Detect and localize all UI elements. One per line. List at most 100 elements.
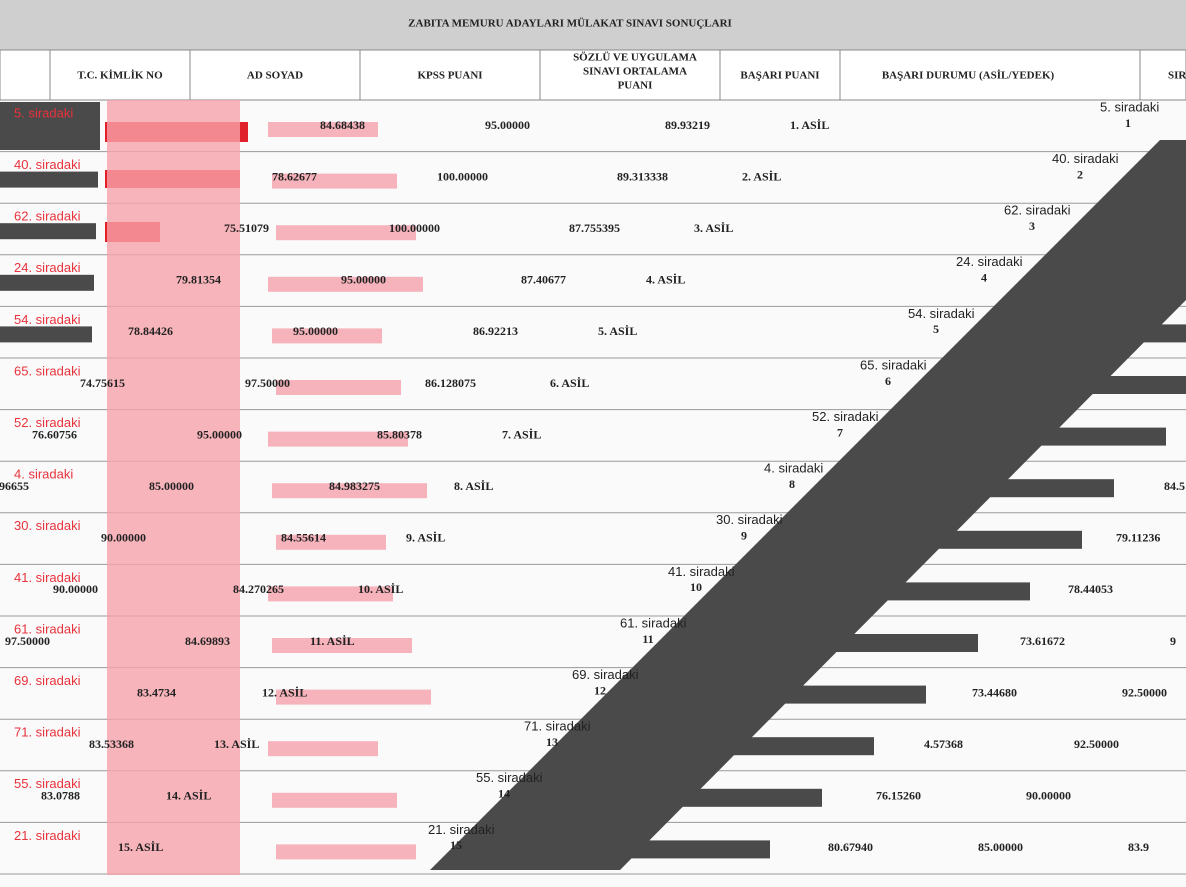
highlight	[276, 380, 401, 395]
redaction	[672, 788, 822, 807]
rank: 13	[546, 735, 558, 749]
header-cell: KPSS PUANI	[417, 70, 482, 82]
cell-status: 1. ASİL	[790, 118, 829, 132]
row-label: 52. siradaki	[14, 415, 81, 430]
row-label: 62. siradaki	[14, 209, 81, 224]
cell-score2: 100.00000	[389, 221, 440, 235]
header-cell: SIRA	[1168, 70, 1186, 82]
rank: 2	[1077, 167, 1083, 181]
cell-status: 5. ASİL	[598, 324, 637, 338]
row-label-copy: 41. siradaki	[668, 564, 735, 579]
pink-column	[107, 100, 240, 875]
row-label-copy: 61. siradaki	[620, 615, 687, 630]
row-label: 54. siradaki	[14, 312, 81, 327]
title-bar	[0, 0, 1186, 50]
cell-score2: 95.00000	[293, 324, 338, 338]
highlight	[276, 689, 431, 705]
redaction	[1036, 427, 1166, 446]
highlight	[276, 225, 416, 241]
cell-status: 4. ASİL	[646, 273, 685, 287]
cell-score3: 84.55614	[281, 531, 326, 545]
cell-score1: 74.96655	[0, 479, 29, 493]
redaction	[984, 479, 1114, 498]
row-label-copy: 69. siradaki	[572, 667, 639, 682]
row-label-copy: 24. siradaki	[956, 254, 1023, 269]
cell-score1: 74.75615	[80, 376, 125, 390]
highlight	[272, 483, 427, 499]
cell-score2: 97.50000	[5, 634, 50, 648]
cell-score2: 97.50000	[245, 376, 290, 390]
row-label-copy: 54. siradaki	[908, 306, 975, 321]
row-label-copy: 21. siradaki	[428, 822, 495, 837]
header-cell: SÖZLÜ VE UYGULAMA	[573, 51, 697, 64]
cell-score2: 90.00000	[53, 582, 98, 596]
rank: 3	[1029, 219, 1035, 233]
row-label: 24. siradaki	[14, 260, 81, 275]
header-cell: SINAVI ORTALAMA	[583, 66, 687, 78]
cell-score3: 85.80378	[377, 427, 422, 441]
cell-extra: 76.15260	[876, 789, 921, 803]
cell-score3: 83.4734	[137, 685, 176, 699]
row-label: 5. siradaki	[14, 105, 73, 120]
row-label: 4. siradaki	[14, 467, 73, 482]
cell-score3: 87.40677	[521, 273, 566, 287]
highlight	[272, 328, 382, 344]
cell-status: 7. ASİL	[502, 427, 541, 441]
cell-score3: 84.270265	[233, 582, 284, 596]
cell-status: 14. ASİL	[166, 789, 211, 803]
redaction	[430, 140, 1186, 870]
cell-extra: 73.44680	[972, 685, 1017, 699]
highlight	[268, 122, 378, 137]
row-label: 55. siradaki	[14, 776, 81, 791]
cell-score2: 85.00000	[149, 479, 194, 493]
cell-extra: 4.57368	[924, 737, 963, 751]
rank: 8	[789, 477, 795, 491]
cell-extra: 90.00000	[1026, 789, 1071, 803]
rank: 1	[1125, 116, 1131, 130]
cell-status: 12. ASİL	[262, 685, 307, 699]
row-label-copy: 71. siradaki	[524, 719, 591, 734]
row-label-copy: 62. siradaki	[1004, 203, 1071, 218]
highlight	[268, 276, 423, 292]
cell-status: 13. ASİL	[214, 737, 259, 751]
cell-status: 6. ASİL	[550, 376, 589, 390]
redaction	[620, 840, 770, 859]
redaction	[1088, 376, 1186, 394]
highlight	[268, 741, 378, 757]
cell-score3: 87.755395	[569, 221, 620, 235]
redaction	[0, 102, 100, 150]
highlight	[268, 431, 408, 447]
row-label: 40. siradaki	[14, 157, 81, 172]
row-label: 21. siradaki	[14, 828, 81, 843]
cell-score1: 78.84426	[128, 324, 173, 338]
cell-status: 3. ASİL	[694, 221, 733, 235]
cell-score3: 83.0788	[41, 789, 80, 803]
row-label-copy: 55. siradaki	[476, 770, 543, 785]
highlight	[272, 638, 412, 653]
header-cell: AD SOYAD	[247, 70, 303, 82]
redaction	[776, 685, 926, 704]
cell-score2: 95.00000	[197, 427, 242, 441]
highlight	[276, 844, 416, 860]
highlight	[276, 534, 386, 550]
cell-score1: 79.81354	[176, 273, 221, 287]
cell-status: 11. ASİL	[310, 634, 355, 648]
cell-score3: 86.92213	[473, 324, 518, 338]
header-cell: T.C. KİMLİK NO	[77, 70, 163, 82]
row-label: 71. siradaki	[14, 725, 81, 740]
redaction	[0, 171, 98, 188]
row-label: 41. siradaki	[14, 570, 81, 585]
cell-score2: 100.00000	[437, 169, 488, 183]
cell-score1: 84.68438	[320, 118, 365, 132]
cell-score2: 95.00000	[485, 118, 530, 132]
cell-score3: 84.983275	[329, 479, 380, 493]
row-label-copy: 30. siradaki	[716, 512, 783, 527]
cell-extra: 9	[1170, 634, 1176, 648]
cell-score2: 95.00000	[341, 273, 386, 287]
redaction	[724, 737, 874, 756]
cell-extra: 73.61672	[1020, 634, 1065, 648]
highlight	[272, 173, 397, 189]
row-label-copy: 52. siradaki	[812, 409, 879, 424]
cell-extra: 92.50000	[1122, 685, 1167, 699]
